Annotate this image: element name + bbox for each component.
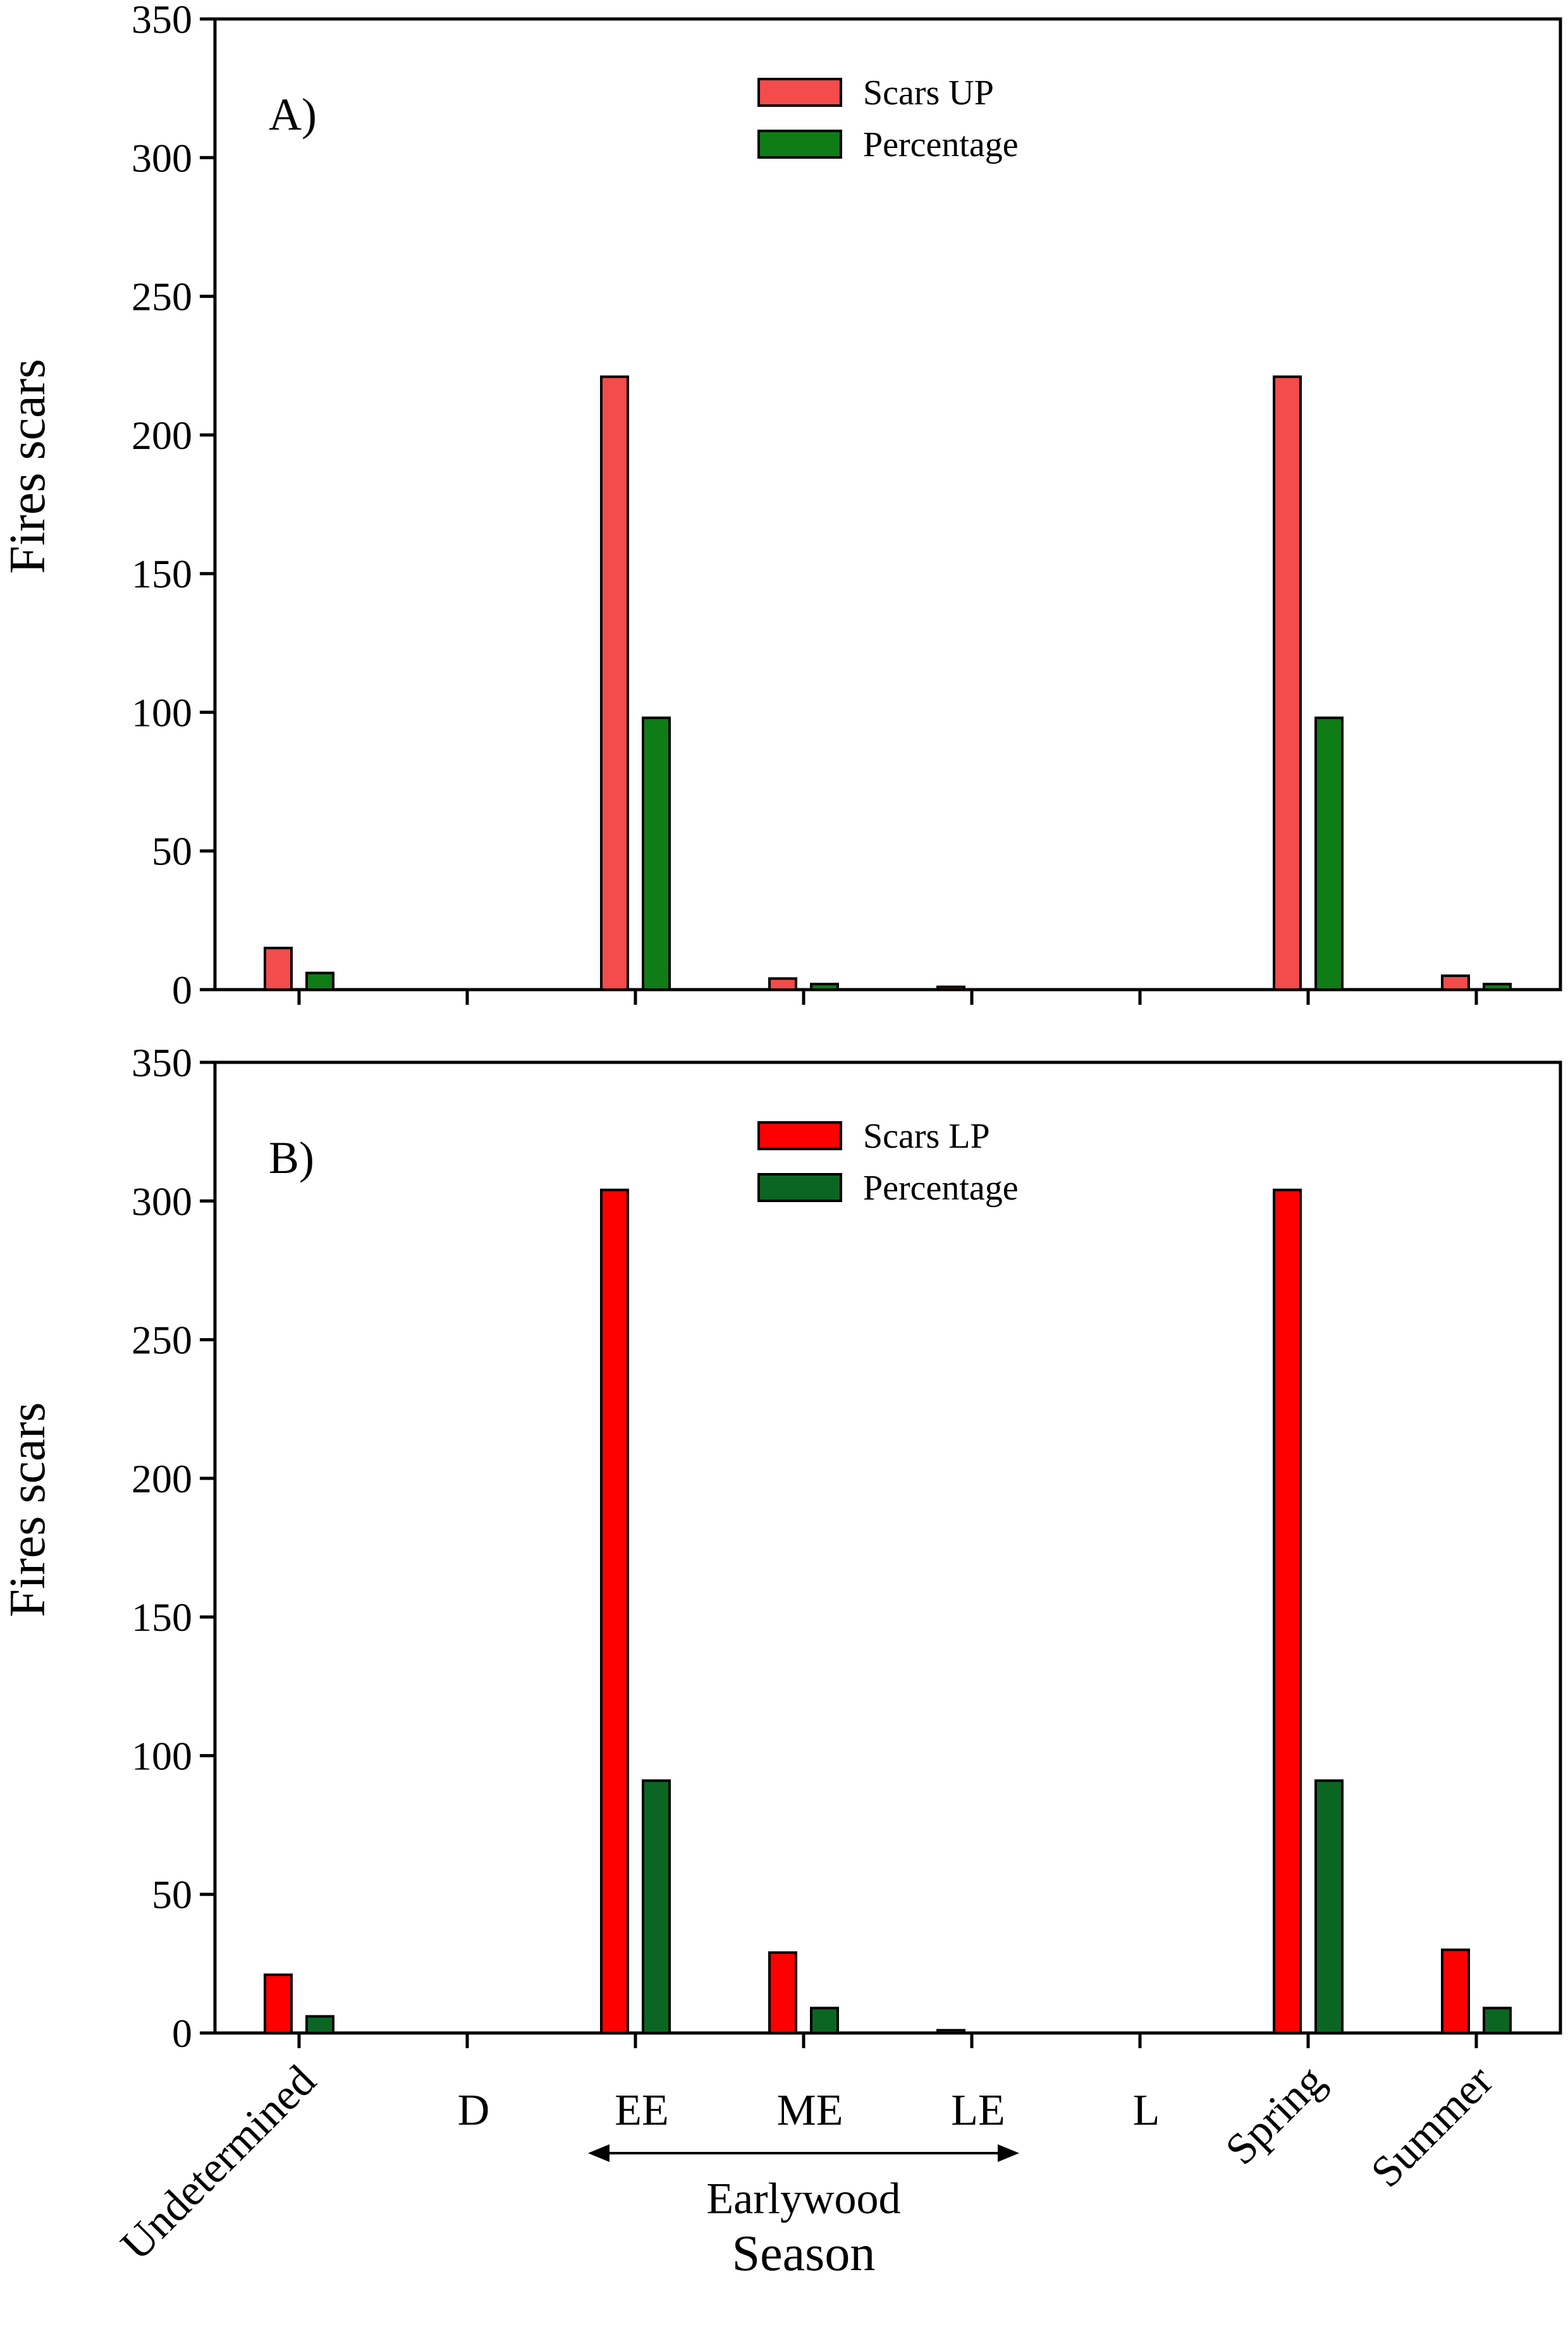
bar xyxy=(1314,716,1344,991)
y-tick-label: 200 xyxy=(132,413,192,458)
legend-label: Scars UP xyxy=(863,73,994,113)
bar xyxy=(305,971,334,991)
y-axis-label: Fires scars xyxy=(0,1403,56,1618)
bar xyxy=(768,1951,797,2034)
category-label: Spring xyxy=(1216,2056,1334,2174)
x-axis xyxy=(297,990,1478,1005)
bar xyxy=(1483,2006,1512,2034)
y-tick-label: 0 xyxy=(172,967,192,1012)
bar xyxy=(936,985,965,991)
earlywood-annotation: Earlywood xyxy=(588,2144,1019,2223)
bar xyxy=(1441,1948,1470,2034)
category-label: Summer xyxy=(1362,2056,1502,2197)
bar xyxy=(1483,983,1512,991)
bar xyxy=(1273,375,1302,991)
bar xyxy=(642,1779,671,2034)
y-tick-label: 300 xyxy=(132,135,192,180)
panel-label: A) xyxy=(269,89,317,140)
plot-frame xyxy=(213,17,1562,992)
bar xyxy=(264,1973,293,2034)
earlywood-label: Earlywood xyxy=(706,2175,900,2223)
y-tick-label: 200 xyxy=(132,1456,192,1501)
legend: Scars UP Percentage xyxy=(757,73,1019,164)
x-axis-label: Season xyxy=(732,2226,876,2282)
bar xyxy=(1441,974,1470,991)
bar xyxy=(810,2006,839,2034)
category-label: EE xyxy=(615,2086,669,2135)
bar xyxy=(936,2029,965,2034)
panel-label: B) xyxy=(269,1133,314,1183)
y-tick-label: 0 xyxy=(172,2011,192,2056)
y-tick-label: 350 xyxy=(132,1040,192,1085)
legend: Scars LP Percentage xyxy=(757,1117,1019,1208)
bar xyxy=(642,716,671,991)
category-label: L xyxy=(1133,2086,1160,2135)
legend-swatch xyxy=(757,78,842,107)
y-tick-label: 250 xyxy=(132,274,192,319)
legend-swatch xyxy=(757,130,842,159)
y-tick-label: 350 xyxy=(132,0,192,42)
bar xyxy=(1314,1779,1344,2034)
category-label: D xyxy=(458,2086,490,2135)
x-axis xyxy=(297,2033,1478,2048)
bar xyxy=(305,2015,334,2035)
y-tick-label: 100 xyxy=(132,690,192,735)
y-tick-label: 50 xyxy=(152,1872,192,1917)
y-tick-label: 250 xyxy=(132,1318,192,1363)
legend-label: Percentage xyxy=(863,125,1019,164)
bar xyxy=(600,1188,629,2034)
legend-label: Scars LP xyxy=(863,1117,990,1156)
panel-a: 0 50 100 150 200 250 300 350 A) Fires scars Sca… xyxy=(0,0,1562,1012)
category-label: ME xyxy=(777,2086,843,2135)
legend-label: Percentage xyxy=(863,1169,1019,1208)
plot-frame xyxy=(213,1060,1562,2035)
legend-swatch xyxy=(757,1173,842,1202)
category-label: LE xyxy=(951,2086,1005,2135)
legend-swatch xyxy=(757,1121,842,1150)
bar xyxy=(600,375,629,991)
arrowhead-right xyxy=(998,2144,1019,2162)
y-axis-label: Fires scars xyxy=(0,359,56,574)
bar xyxy=(810,983,839,991)
y-axis: 0 50 100 150 200 250 300 350 xyxy=(132,1040,215,2056)
y-tick-label: 150 xyxy=(132,551,192,596)
panel-b: 0 50 100 150 200 250 300 350 B) Fires scars Sca… xyxy=(0,1040,1562,2282)
y-tick-label: 100 xyxy=(132,1733,192,1778)
category-label: Undetermined xyxy=(112,2056,326,2270)
bars xyxy=(264,375,1512,992)
y-tick-label: 50 xyxy=(152,829,192,874)
y-tick-label: 300 xyxy=(132,1179,192,1224)
bar xyxy=(264,947,293,991)
bar xyxy=(768,977,797,992)
arrowhead-left xyxy=(588,2144,609,2162)
bar xyxy=(1273,1188,1302,2034)
y-axis: 0 50 100 150 200 250 300 350 xyxy=(132,0,215,1012)
bars xyxy=(264,1188,1512,2035)
y-tick-label: 150 xyxy=(132,1595,192,1640)
